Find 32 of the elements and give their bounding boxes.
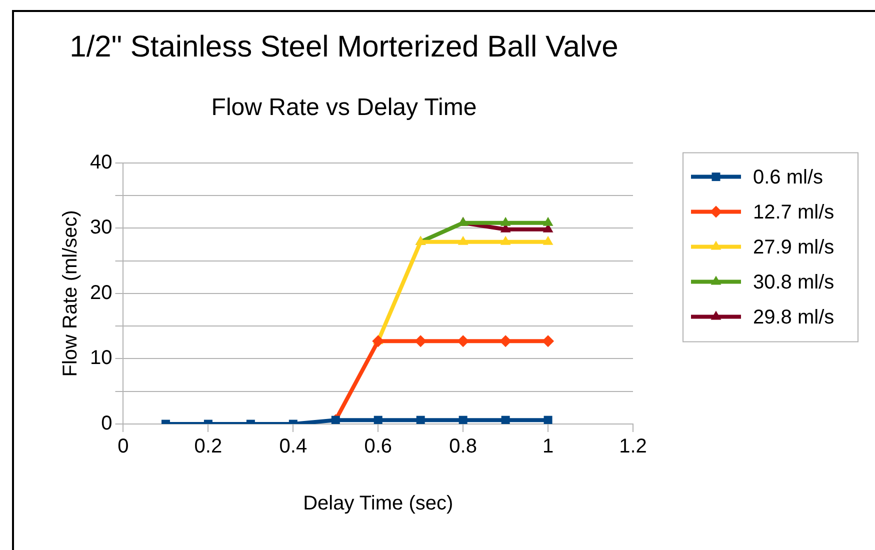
x-axis-title: Delay Time (sec) — [303, 492, 454, 515]
y-tick-label: 30 — [90, 216, 112, 239]
x-tick-label: 0 — [118, 436, 129, 458]
y-tick-label: 20 — [90, 282, 112, 304]
x-tick-label: 1 — [542, 436, 554, 458]
point — [544, 416, 552, 424]
point — [374, 416, 382, 424]
legend-label: 27.9 ml/s — [753, 236, 834, 258]
y-tick-label: 0 — [101, 412, 112, 435]
x-tick-label: 1.2 — [619, 436, 647, 458]
chart-subtitle: Flow Rate vs Delay Time — [211, 94, 477, 122]
point — [416, 416, 425, 424]
legend-label: 29.8 ml/s — [753, 306, 834, 328]
point — [458, 236, 468, 245]
point — [501, 416, 510, 424]
point — [542, 236, 554, 245]
point — [500, 216, 511, 226]
x-tick-label: 0.4 — [279, 436, 308, 458]
point — [500, 236, 511, 245]
point — [542, 335, 554, 348]
point — [542, 216, 554, 226]
x-tick-label: 0.2 — [194, 436, 222, 458]
legend-label: 0.6 ml/s — [753, 166, 824, 188]
legend-label: 30.8 ml/s — [753, 271, 834, 294]
y-axis-title: Flow Rate (ml/sec) — [60, 210, 82, 377]
y-tick-label: 10 — [90, 347, 112, 370]
y-tick-label: 40 — [90, 151, 112, 174]
legend-label: 12.7 ml/s — [753, 201, 834, 224]
x-tick-label: 0.8 — [449, 436, 477, 458]
point — [458, 416, 468, 424]
x-tick-label: 0.6 — [364, 436, 392, 458]
chart-title: 1/2" Stainless Steel Morterized Ball Valve — [70, 30, 618, 64]
